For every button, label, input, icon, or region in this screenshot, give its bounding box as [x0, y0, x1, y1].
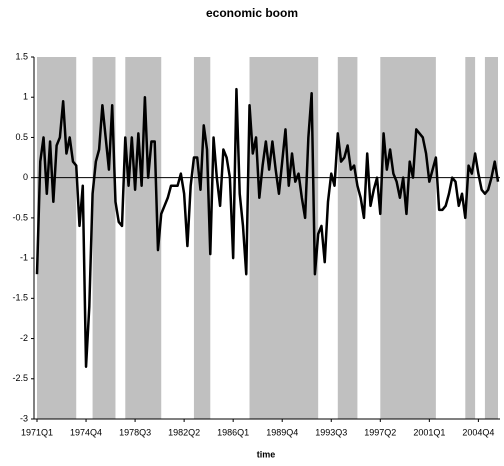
shaded-period: [465, 57, 476, 419]
chart-title: economic boom: [206, 6, 298, 20]
y-tick-label: 1: [23, 92, 28, 102]
shaded-period: [484, 57, 498, 419]
y-tick-label: -2.5: [12, 373, 28, 383]
x-tick-label: 1978Q3: [119, 427, 151, 437]
x-tick-label: 1986Q1: [217, 427, 249, 437]
x-tick-label: 2001Q1: [413, 427, 445, 437]
y-tick-label: 0.5: [15, 132, 28, 142]
x-tick-label: 1997Q2: [364, 427, 396, 437]
data-line: [35, 87, 500, 368]
shaded-period: [249, 57, 319, 419]
x-tick-label: 1993Q3: [315, 427, 347, 437]
y-tick-label: 1.5: [15, 51, 28, 61]
y-tick-label: -1.5: [12, 293, 28, 303]
y-tick-label: -3: [20, 413, 28, 423]
x-tick-label: 1971Q1: [21, 427, 53, 437]
x-tick-label: 1974Q4: [70, 427, 102, 437]
x-axis-label: time: [257, 449, 276, 459]
y-tick-label: -0.5: [12, 212, 28, 222]
y-tick-label: -2: [20, 333, 28, 343]
shaded-period: [337, 57, 358, 419]
y-tick-label: 0: [23, 172, 28, 182]
x-tick-label: 2004Q4: [462, 427, 494, 437]
y-tick-label: -1: [20, 252, 28, 262]
shaded-period: [380, 57, 436, 419]
x-tick-label: 1989Q4: [266, 427, 298, 437]
shaded-period: [193, 57, 211, 419]
x-tick-label: 1982Q2: [168, 427, 200, 437]
shaded-period: [37, 57, 77, 419]
